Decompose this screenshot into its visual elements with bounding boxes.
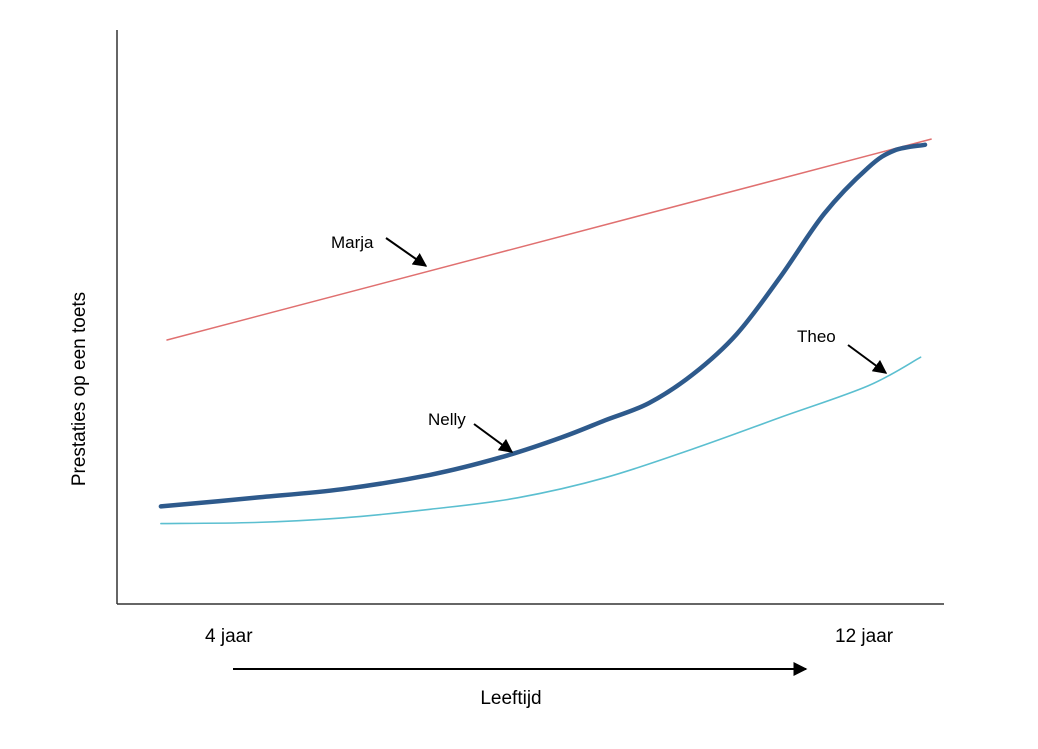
series-line-nelly [158,142,928,509]
x-tick-label: 12 jaar [835,626,894,647]
annotation-label-marja: Marja [331,233,374,252]
series-line-theo [160,356,922,525]
y-axis-title: Prestaties op een toets [69,292,90,486]
x-tick-label: 4 jaar [205,626,253,647]
x-axis-title: Leeftijd [480,688,541,709]
series-layer [158,138,932,525]
annotation-arrow-nelly [473,423,514,453]
annotation-arrow-theo [847,344,888,374]
annotation-label-nelly: Nelly [428,410,466,429]
series-line-marja [166,138,932,341]
annotation-arrow-marja [385,237,428,267]
annotation-label-theo: Theo [797,327,836,346]
